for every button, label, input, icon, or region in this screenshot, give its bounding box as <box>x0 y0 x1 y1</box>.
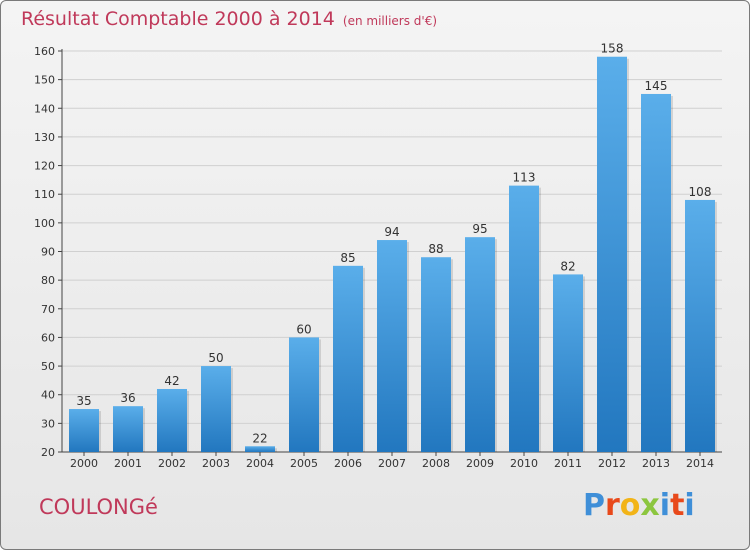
chart-subtitle: (en milliers d'€) <box>342 14 438 28</box>
bar-value-label: 113 <box>513 171 536 185</box>
x-tick-label: 2013 <box>642 457 670 470</box>
x-tick-label: 2009 <box>466 457 494 470</box>
logo-letter: P <box>583 488 605 523</box>
y-tick-label: 30 <box>41 417 55 430</box>
x-tick-label: 2001 <box>114 457 142 470</box>
bar-value-label: 22 <box>252 431 267 445</box>
logo-letter: x <box>640 488 660 523</box>
bar <box>421 257 451 452</box>
y-tick-label: 40 <box>41 389 55 402</box>
logo-letter: t <box>670 488 685 523</box>
bar <box>201 366 231 452</box>
y-tick-label: 150 <box>34 74 55 87</box>
y-tick-label: 120 <box>34 160 55 173</box>
logo-letter: i <box>659 488 671 523</box>
bar-value-label: 145 <box>645 79 668 93</box>
x-tick-label: 2007 <box>378 457 406 470</box>
bar <box>113 406 143 452</box>
x-tick-label: 2011 <box>554 457 582 470</box>
x-tick-label: 2012 <box>598 457 626 470</box>
bar-value-label: 158 <box>601 42 624 56</box>
bar-value-label: 36 <box>120 391 135 405</box>
logo-letter: i <box>684 488 695 523</box>
bar-value-label: 60 <box>296 322 311 336</box>
x-tick-label: 2014 <box>686 457 714 470</box>
logo-letter: o <box>619 488 641 523</box>
y-tick-label: 50 <box>41 360 55 373</box>
y-tick-label: 130 <box>34 131 55 144</box>
bar <box>465 237 495 452</box>
y-tick-label: 60 <box>41 331 55 344</box>
bar <box>509 185 539 452</box>
y-tick-label: 70 <box>41 303 55 316</box>
y-tick-label: 140 <box>34 102 55 115</box>
town-name: COULONGé <box>39 495 158 519</box>
bar <box>597 56 627 452</box>
chart-title: Résultat Comptable 2000 à 2014 <box>21 8 335 30</box>
x-tick-label: 2000 <box>70 457 98 470</box>
bar-value-label: 108 <box>689 185 712 199</box>
bar-value-label: 94 <box>384 225 399 239</box>
x-tick-label: 2008 <box>422 457 450 470</box>
bar-value-label: 42 <box>164 374 179 388</box>
bar <box>553 274 583 452</box>
x-tick-label: 2004 <box>246 457 274 470</box>
x-tick-label: 2005 <box>290 457 318 470</box>
bar <box>333 265 363 452</box>
bar <box>641 93 671 452</box>
y-tick-label: 20 <box>41 446 55 459</box>
y-tick-label: 80 <box>41 274 55 287</box>
logo-letter: r <box>605 488 620 523</box>
y-tick-label: 160 <box>34 45 55 58</box>
proxiti-logo: Proxiti <box>583 488 695 523</box>
bar-value-label: 85 <box>340 251 355 265</box>
x-tick-label: 2006 <box>334 457 362 470</box>
y-tick-label: 100 <box>34 217 55 230</box>
y-tick-label: 90 <box>41 246 55 259</box>
bar-value-label: 88 <box>428 242 443 256</box>
bar-value-label: 95 <box>472 222 487 236</box>
bar <box>69 409 99 452</box>
bar <box>289 337 319 452</box>
bar-value-label: 50 <box>208 351 223 365</box>
y-tick-label: 110 <box>34 188 55 201</box>
bar <box>685 199 715 452</box>
x-tick-label: 2010 <box>510 457 538 470</box>
x-tick-label: 2002 <box>158 457 186 470</box>
bar <box>157 388 187 452</box>
title-row: Résultat Comptable 2000 à 2014 (en millie… <box>21 8 437 30</box>
x-tick-label: 2003 <box>202 457 230 470</box>
bar-value-label: 35 <box>76 394 91 408</box>
bar-value-label: 82 <box>560 259 575 273</box>
bar <box>245 446 275 452</box>
bar <box>377 240 407 452</box>
